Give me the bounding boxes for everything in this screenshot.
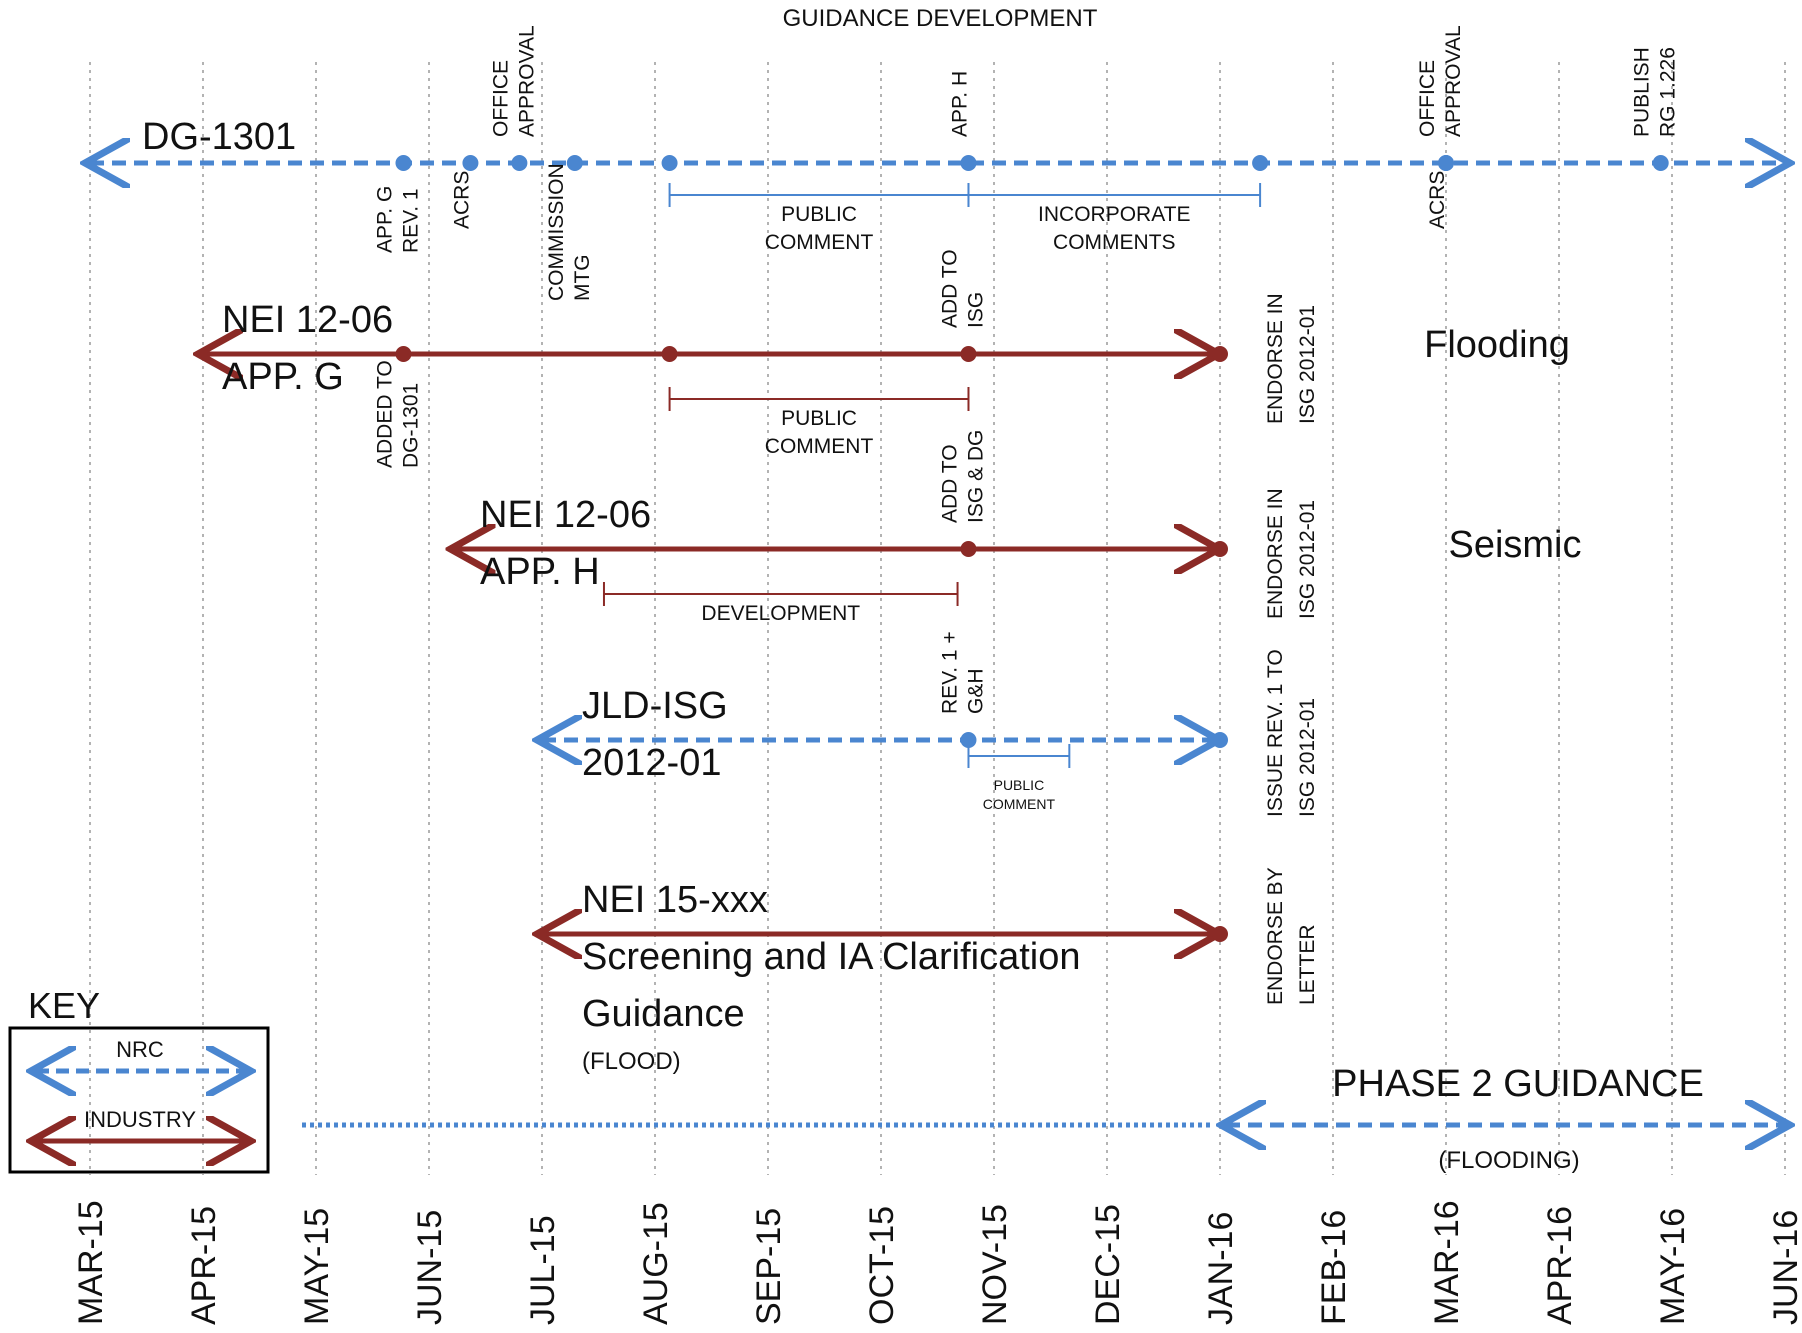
month-label: MAY-15 (298, 1208, 336, 1325)
milestone-dot (1212, 541, 1228, 557)
span-bracket: PUBLIC COMMENT (668, 387, 970, 458)
track-title: JLD-ISG (582, 685, 728, 727)
span-bracket: PUBLIC COMMENT (668, 183, 970, 254)
milestone-dot (1212, 346, 1228, 362)
span-label: PUBLIC COMMENT (765, 407, 874, 458)
phase2-guidance: PHASE 2 GUIDANCE (FLOODING) (302, 1063, 1785, 1174)
milestone-dot (1212, 732, 1228, 748)
track-sublabel: (FLOOD) (582, 1048, 681, 1075)
month-axis: MAR-15 APR-15 MAY-15 JUN-15 JUL-15 AUG-15 SEP-… (72, 1200, 1802, 1325)
endorse-note: ENDORSE BY LETTER (1264, 867, 1319, 1005)
track-jld-isg: JLD-ISG 2012-01 REV. 1 + G&H PUBLIC COMMENT IS… (542, 631, 1319, 817)
milestone-label: APP. G REV. 1 (373, 186, 422, 253)
topic-label: Seismic (1448, 524, 1581, 566)
track-title: NEI 12-06 (480, 494, 651, 536)
endorse-note: ENDORSE IN ISG 2012-01 (1264, 293, 1319, 424)
key-legend: KEY NRC INDUSTRY (8, 985, 270, 1174)
span-label: PUBLIC COMMENT (765, 203, 874, 254)
track-title: Screening and IA Clarification (582, 936, 1081, 978)
month-label: FEB-16 (1315, 1210, 1353, 1325)
key-nrc-label: NRC (116, 1037, 164, 1062)
milestone-dot (661, 346, 678, 362)
milestone-dot (395, 155, 412, 171)
month-label: APR-15 (185, 1206, 223, 1325)
month-label: NOV-15 (976, 1204, 1014, 1325)
milestone-dot (960, 732, 977, 748)
track-title: APP. H (480, 551, 600, 593)
milestone-dot (462, 155, 479, 171)
span-label: DEVELOPMENT (701, 602, 860, 625)
milestone-dot (566, 155, 583, 171)
month-label: SEP-15 (750, 1208, 788, 1325)
milestone-dot (960, 155, 977, 171)
month-label: APR-16 (1541, 1206, 1579, 1325)
month-label: DEC-15 (1089, 1204, 1127, 1325)
track-nei-app-g: NEI 12-06 APP. G ADDED TO DG-1301 ADD TO ISG P… (203, 249, 1570, 468)
milestone-dot (1252, 155, 1269, 171)
milestone-dot (960, 541, 977, 557)
phase2-title: PHASE 2 GUIDANCE (1332, 1063, 1704, 1105)
milestone-label: ADD TO ISG & DG (938, 430, 987, 523)
diagram-title: GUIDANCE DEVELOPMENT (783, 5, 1098, 32)
span-label: PUBLIC COMMENT (983, 777, 1056, 812)
track-title: NEI 12-06 (222, 299, 393, 341)
milestone-label: OFFICE APPROVAL (489, 25, 538, 137)
milestone-label: ACRS (450, 171, 473, 229)
span-bracket: PUBLIC COMMENT (967, 744, 1071, 812)
track-title: 2012-01 (582, 742, 721, 784)
span-bracket: DEVELOPMENT (602, 582, 959, 625)
phase2-sublabel: (FLOODING) (1438, 1147, 1579, 1174)
milestone-dot (1212, 926, 1228, 942)
topic-label: Flooding (1424, 324, 1570, 366)
key-industry-label: INDUSTRY (84, 1107, 196, 1132)
track-nei-app-h: NEI 12-06 APP. H ADD TO ISG & DG DEVELOPMENT… (455, 430, 1582, 625)
track-title: DG-1301 (142, 116, 296, 158)
month-label: MAR-16 (1428, 1200, 1466, 1325)
track-nei-15: NEI 15-xxx Screening and IA Clarification… (542, 867, 1319, 1075)
milestone-label: OFFICE APPROVAL (1416, 25, 1465, 137)
month-gridlines (89, 62, 1786, 1175)
span-label: INCORPORATE COMMENTS (1038, 203, 1190, 254)
month-label: AUG-15 (637, 1202, 675, 1325)
track-title: NEI 15-xxx (582, 879, 768, 921)
milestone-label: APP. H (948, 71, 971, 137)
month-label: JUN-15 (411, 1210, 449, 1325)
month-label: MAY-16 (1654, 1208, 1692, 1325)
month-label: JUN-16 (1767, 1210, 1802, 1325)
milestone-dot (511, 155, 528, 171)
milestone-label: COMMISSION MTG (545, 163, 594, 301)
key-title: KEY (28, 985, 100, 1026)
endorse-note: ENDORSE IN ISG 2012-01 (1264, 488, 1319, 619)
month-label: MAR-15 (72, 1200, 110, 1325)
span-bracket: INCORPORATE COMMENTS (967, 183, 1262, 254)
milestone-label: ADDED TO DG-1301 (373, 360, 422, 468)
month-label: JAN-16 (1202, 1212, 1240, 1325)
milestone-label: ADD TO ISG (938, 249, 987, 328)
endorse-note: ISSUE REV. 1 TO ISG 2012-01 (1264, 649, 1319, 817)
month-label: JUL-15 (524, 1215, 562, 1325)
milestone-label: REV. 1 + G&H (938, 631, 987, 714)
milestone-label: ACRS (1426, 171, 1449, 229)
month-label: OCT-15 (863, 1206, 901, 1325)
track-title: Guidance (582, 993, 745, 1035)
milestone-dot (1438, 155, 1454, 171)
milestone-dot (395, 346, 412, 362)
track-title: APP. G (222, 356, 344, 398)
key-box (8, 1026, 270, 1174)
milestone-dot (1652, 155, 1669, 171)
milestone-dot (661, 155, 678, 171)
milestone-label: PUBLISH RG 1.226 (1631, 47, 1680, 137)
milestone-dot (960, 346, 977, 362)
